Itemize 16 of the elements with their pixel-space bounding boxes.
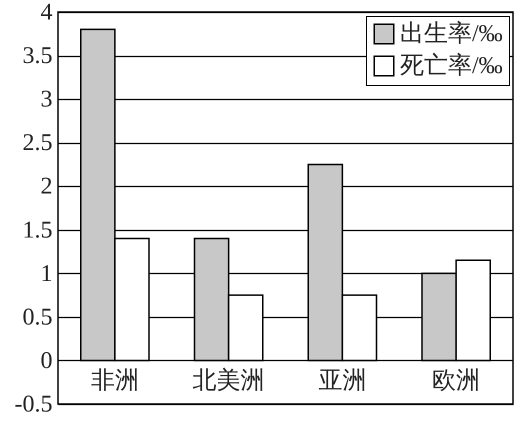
x-tick-label: 非洲 [90, 368, 139, 394]
legend-label: 出生率/‰ [400, 20, 503, 47]
y-tick-label: 0.5 [22, 304, 52, 330]
x-tick-label: 亚洲 [318, 368, 366, 394]
x-tick-label: 欧洲 [432, 368, 480, 394]
y-tick-label: 1 [40, 260, 52, 287]
y-tick-label: -0.5 [14, 392, 52, 418]
y-tick-label: 2 [40, 174, 52, 200]
y-tick-label: 2.5 [22, 130, 52, 156]
y-tick-label: 1.5 [22, 217, 52, 244]
y-tick-label: 3 [40, 86, 52, 113]
legend-label: 死亡率/‰ [400, 52, 503, 79]
y-tick-label: 3.5 [22, 43, 52, 70]
y-tick-label: 4 [40, 0, 52, 26]
x-tick-label: 北美洲 [192, 366, 265, 394]
y-tick-label: 0 [40, 348, 52, 374]
